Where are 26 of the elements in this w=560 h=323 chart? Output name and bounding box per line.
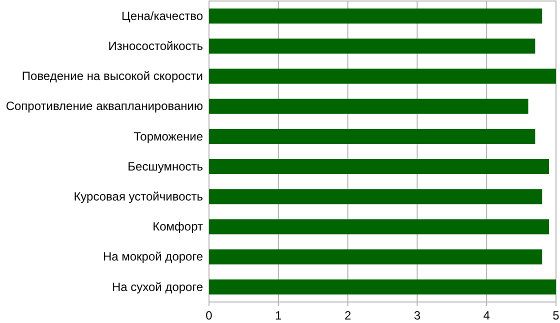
x-tick-label: 0: [206, 308, 213, 323]
y-tick-label: Сопротивление аквапланированию: [6, 99, 203, 114]
y-tick-label: Курсовая устойчивость: [74, 189, 203, 204]
bar: [209, 279, 556, 294]
bar: [209, 249, 542, 264]
y-tick-label: Комфорт: [152, 220, 204, 234]
y-tick-label: Износостойкость: [108, 38, 203, 53]
y-tick-label: Торможение: [134, 129, 204, 144]
y-tick-label: На сухой дороге: [112, 280, 204, 294]
x-tick-label: 3: [414, 308, 421, 323]
y-tick-label: На мокрой дороге: [102, 250, 204, 264]
x-tick-label: 1: [275, 308, 282, 323]
x-tick-label: 2: [344, 308, 352, 323]
bar: [209, 159, 550, 174]
x-tick-label: 5: [552, 308, 560, 323]
bar: [209, 219, 550, 234]
bar: [209, 128, 536, 144]
bar: [209, 98, 528, 114]
bar: [209, 38, 536, 54]
y-tick-label: Бесшумность: [128, 159, 203, 174]
x-tick-label: 4: [483, 308, 490, 323]
y-tick-label: Поведение на высокой скорости: [22, 69, 203, 84]
bar: [209, 189, 542, 204]
bar: [209, 8, 542, 24]
y-tick-label: Цена/качество: [122, 8, 204, 23]
bar: [209, 68, 556, 84]
